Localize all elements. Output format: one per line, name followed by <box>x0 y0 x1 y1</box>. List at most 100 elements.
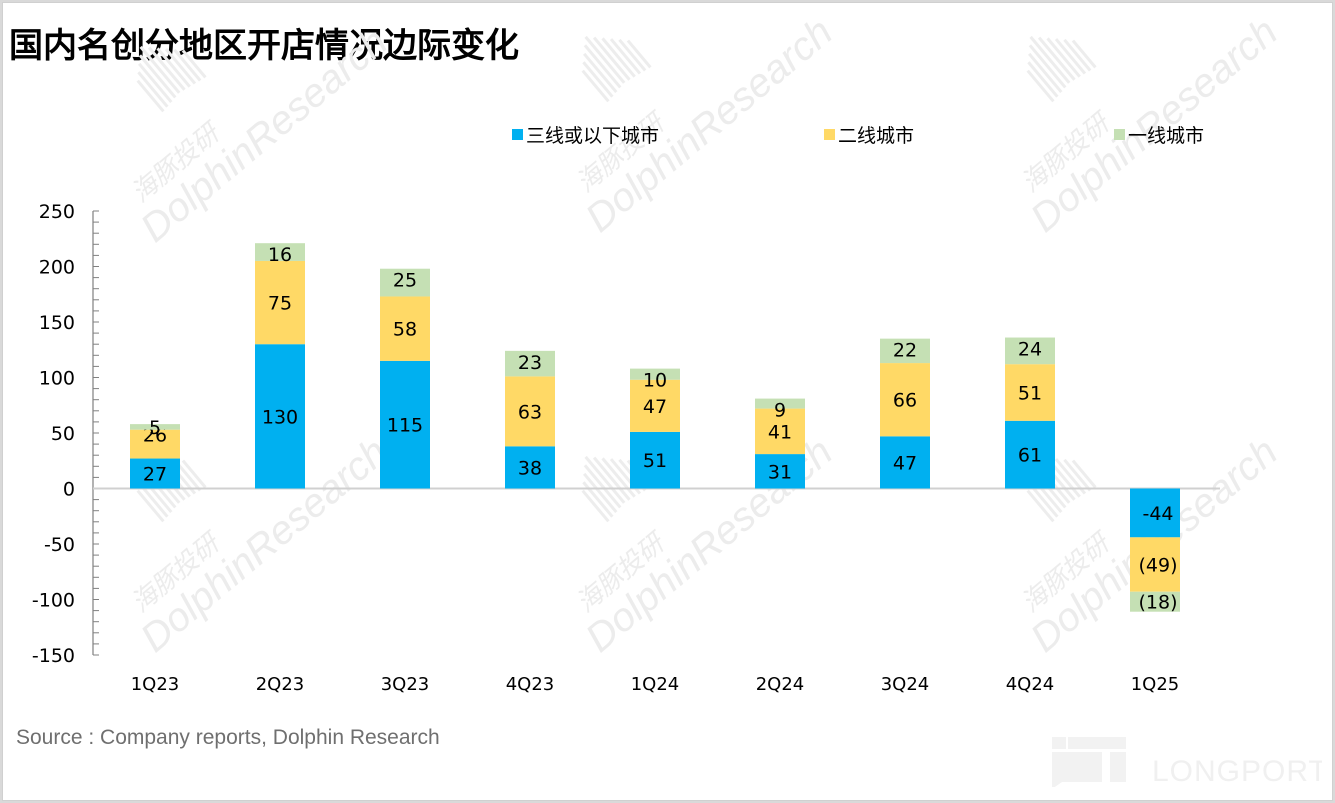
watermark-bar <box>181 49 207 79</box>
bar-segment <box>880 363 930 437</box>
bar-segment <box>755 454 805 489</box>
watermark-bar <box>173 48 202 82</box>
watermark-bar <box>1071 39 1097 69</box>
bar-stack-1Q24: 51 47 10 <box>630 368 680 489</box>
watermark-bar <box>147 46 186 91</box>
bar-segment <box>130 429 180 459</box>
watermark-bar <box>1071 459 1097 489</box>
data-label: 47 <box>893 452 917 474</box>
watermark-bar <box>626 39 652 69</box>
data-label: 75 <box>268 293 292 315</box>
data-label: 51 <box>1018 382 1042 404</box>
data-label: 66 <box>893 390 917 412</box>
y-tick-label: -50 <box>44 534 75 556</box>
longport-logo-text: LONGPORT <box>1152 755 1322 787</box>
watermark-bar <box>581 69 610 103</box>
data-label: 5 <box>149 417 161 439</box>
legend: 三线或以下城市 二线城市 一线城市 <box>512 125 1204 147</box>
watermark-bar <box>139 45 181 94</box>
x-axis-labels: 1Q23 2Q23 3Q23 4Q23 1Q24 2Q24 3Q24 4Q24 1Q25 <box>131 674 1180 695</box>
y-tick-label: 200 <box>39 257 75 279</box>
watermark-bar <box>582 61 614 98</box>
x-tick-label: 1Q24 <box>631 674 680 695</box>
x-tick-label: 3Q23 <box>381 674 430 695</box>
bars-layer: 27 265 130 75 16 115 58 25 38 63 23 51 47 10 31 419 47 66… <box>130 243 1180 614</box>
bar-segment <box>1005 337 1055 365</box>
watermark-bar <box>1028 44 1067 89</box>
bar-segment <box>630 431 680 489</box>
watermark-bar <box>138 54 177 99</box>
watermark-bar <box>609 38 642 75</box>
watermark-bar <box>592 36 631 81</box>
legend-swatch-1 <box>512 129 523 140</box>
y-tick-label: 0 <box>63 479 75 501</box>
bar-segment <box>130 458 180 489</box>
data-label: 58 <box>393 319 417 341</box>
x-tick-label: 1Q23 <box>131 674 180 695</box>
bar-segment <box>755 398 805 409</box>
watermark-bar <box>137 481 169 518</box>
bar-segment <box>130 424 180 430</box>
watermark-bar <box>137 71 169 108</box>
y-tick-label: -100 <box>32 590 75 612</box>
watermark-bar <box>592 456 631 501</box>
legend-swatch-3 <box>1114 129 1125 140</box>
y-tick-label: 50 <box>51 423 75 445</box>
bar-stack-3Q24: 47 66 22 <box>880 338 930 489</box>
bar-segment <box>380 296 430 361</box>
bar-segment <box>255 260 305 345</box>
watermark-bar <box>138 62 173 104</box>
data-label: 51 <box>643 450 667 472</box>
watermark-bar <box>1063 38 1092 72</box>
watermark-bar <box>582 481 614 518</box>
data-label: 130 <box>262 406 298 428</box>
watermark-bar <box>1028 52 1063 94</box>
legend-label-3: 一线城市 <box>1128 125 1204 147</box>
watermark-bar <box>1054 458 1087 495</box>
watermark-bar <box>156 47 191 88</box>
watermark-bar <box>583 52 618 94</box>
y-tick-label: 150 <box>39 312 75 334</box>
bar-segment <box>630 379 680 432</box>
bar-stack-1Q23: 27 265 <box>130 417 180 489</box>
watermark-bar <box>1027 481 1059 518</box>
watermark-bar <box>1026 489 1055 523</box>
legend-label-2: 二线城市 <box>838 125 914 147</box>
data-label: 9 <box>774 400 786 422</box>
watermark-bar <box>136 489 165 523</box>
source-note: Source : Company reports, Dolphin Resear… <box>16 726 440 749</box>
watermark-bar <box>1027 61 1059 98</box>
data-label: 27 <box>143 464 167 486</box>
watermark-bar <box>583 464 622 509</box>
data-label: 41 <box>768 421 792 443</box>
bar-segment <box>1130 537 1180 592</box>
x-tick-label: 3Q24 <box>881 674 930 695</box>
y-tick-label: -150 <box>32 645 75 667</box>
data-label: (18) <box>1138 592 1177 614</box>
bar-stack-3Q23: 115 58 25 <box>380 268 430 489</box>
x-tick-label: 1Q25 <box>1131 674 1180 695</box>
watermark-bar <box>581 489 610 523</box>
watermark-bar <box>1029 35 1071 84</box>
y-tick-label: 250 <box>39 201 75 223</box>
watermark-bar <box>1063 458 1092 492</box>
legend-swatch-2 <box>824 129 835 140</box>
watermark-bar <box>173 458 202 492</box>
chart-title: 国内名创分地区开店情况边际变化 <box>9 26 519 66</box>
data-label: 23 <box>518 352 542 374</box>
longport-logo-icon <box>1052 737 1126 787</box>
watermark-bar <box>1026 69 1055 103</box>
watermark-bar <box>583 472 618 514</box>
data-label: 24 <box>1018 339 1042 361</box>
x-tick-label: 4Q23 <box>506 674 555 695</box>
bar-stack-2Q23: 130 75 16 <box>255 243 305 489</box>
bar-stack-4Q24: 61 51 24 <box>1005 337 1055 489</box>
data-label: 63 <box>518 401 542 423</box>
bar-segment <box>880 338 930 364</box>
bar-segment <box>255 344 305 489</box>
